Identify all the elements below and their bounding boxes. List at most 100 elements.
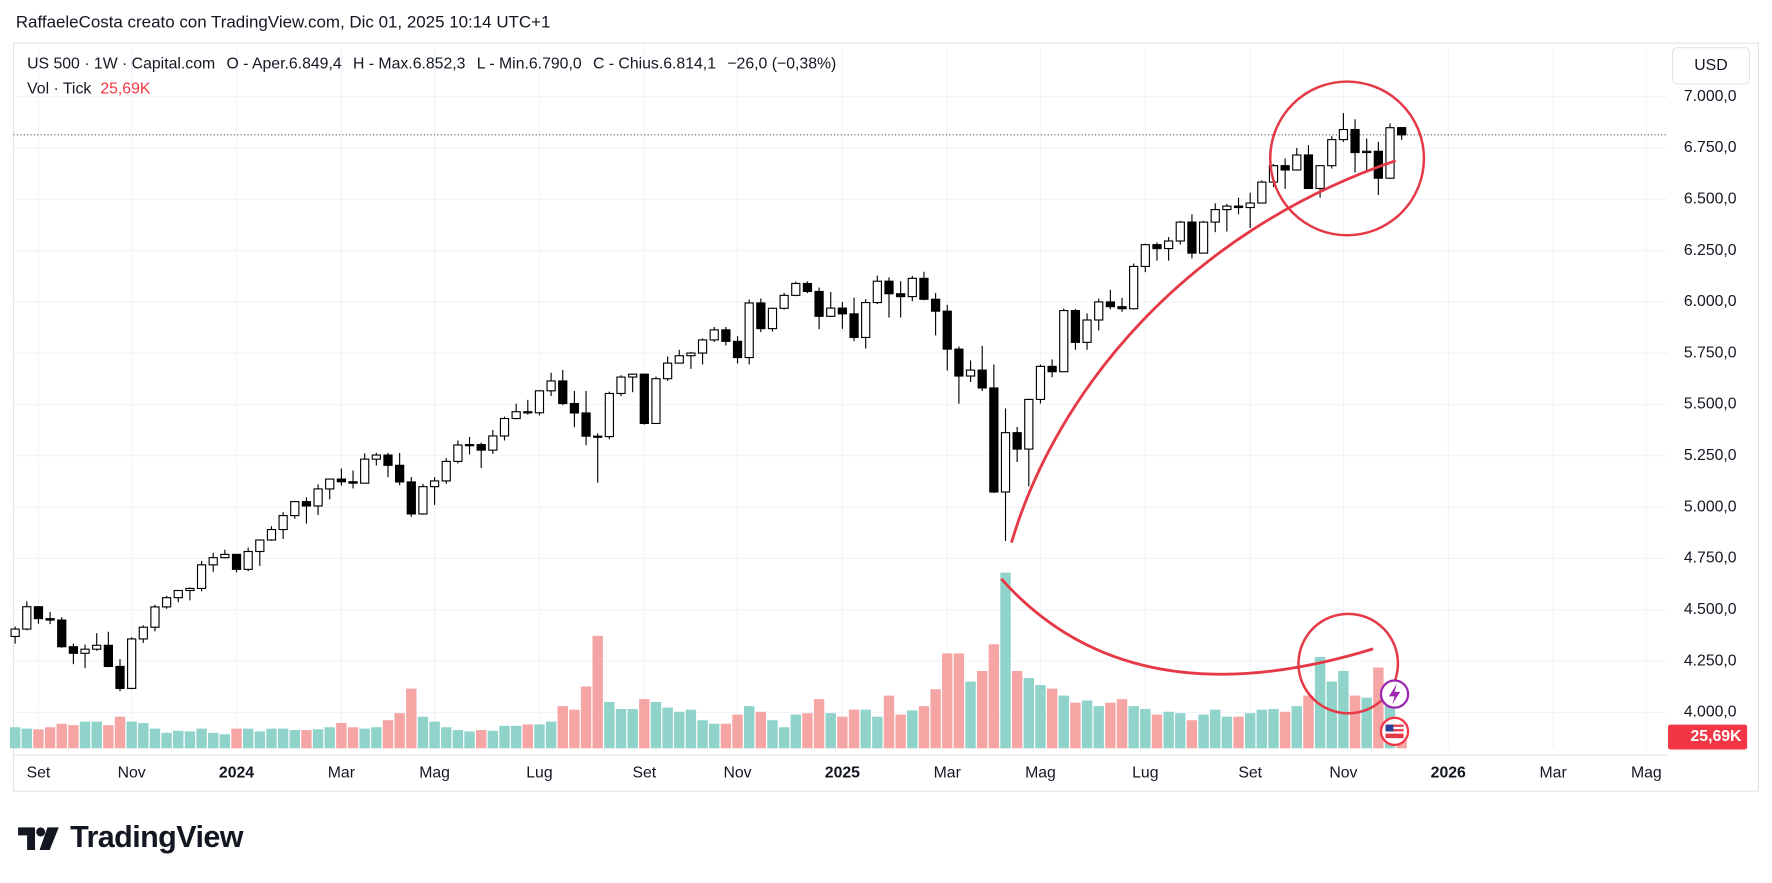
candle-body [826, 307, 836, 317]
chart-frame [12, 42, 1760, 792]
candle-body [756, 302, 766, 330]
volume-bar [114, 716, 126, 749]
flag-stripe [1385, 726, 1404, 730]
legend-open: O - Aper.6.849,4 [226, 56, 341, 73]
volume-bar [266, 728, 277, 749]
candle-body [1000, 432, 1011, 493]
candle-body [1059, 309, 1069, 373]
candle-body [546, 380, 556, 392]
candle-body [604, 392, 614, 438]
volume-bar [627, 708, 638, 749]
x-tick-label: Nov [1329, 764, 1357, 781]
candle-body [849, 313, 859, 339]
candle-body [476, 444, 486, 451]
volume-bar [930, 689, 941, 749]
candle-body [837, 307, 848, 315]
candle-body [208, 557, 218, 566]
candle-body [616, 376, 626, 395]
volume-bar [149, 728, 161, 749]
candle-body [593, 435, 603, 438]
volume-bar [382, 720, 394, 749]
volume-bar [394, 713, 405, 749]
candle-body [1303, 154, 1314, 190]
candle-body [1117, 306, 1127, 310]
y-tick-label: 5.750,0 [1684, 344, 1737, 361]
volume-bar [1291, 706, 1302, 749]
legend-low: L - Min.6.790,0 [477, 56, 582, 73]
volume-bar [126, 721, 137, 749]
candle-body [1105, 301, 1116, 308]
volume-bar [1314, 656, 1326, 749]
candle-body [919, 277, 929, 300]
volume-bar [184, 731, 196, 749]
candle-body [1257, 181, 1267, 204]
annotation-curve [1000, 577, 1374, 676]
volume-bar [1186, 720, 1198, 749]
y-tick-label: 5.000,0 [1684, 498, 1737, 515]
volume-bar [732, 714, 743, 749]
volume-bar [674, 711, 685, 749]
volume-bar [312, 729, 324, 749]
candle-body [662, 362, 673, 380]
candle-body [954, 348, 964, 377]
candle-body [884, 280, 894, 295]
candle-body [360, 458, 370, 484]
volume-bar [510, 725, 522, 749]
candle-body [744, 302, 754, 359]
volume-bar [44, 727, 56, 749]
candle-body [10, 628, 20, 638]
y-tick-label: 4.250,0 [1684, 652, 1737, 669]
volume-bar [1256, 709, 1268, 749]
volume-bar [872, 716, 883, 749]
candle-body [1140, 244, 1150, 268]
volume-bar [1035, 685, 1046, 749]
volume-bar [1244, 713, 1256, 749]
candle-body [185, 587, 195, 592]
volume-legend: Vol · Tick 25,69K [27, 81, 151, 98]
candle-body [441, 460, 451, 482]
x-tick-label: Mar [328, 764, 355, 781]
annotation-curve [1010, 159, 1397, 544]
volume-bar [301, 730, 312, 749]
volume-bar [219, 734, 231, 749]
currency-box[interactable] [1671, 47, 1750, 85]
volume-bar [1140, 708, 1151, 749]
volume-bar [1163, 711, 1174, 749]
x-tick-label: Mag [1025, 764, 1056, 781]
candle-body [1233, 205, 1244, 209]
volume-bar [406, 688, 417, 749]
candle-body [861, 301, 871, 339]
candle-body [1152, 244, 1162, 250]
candle-body [989, 387, 999, 493]
flag-stripe [1385, 731, 1404, 734]
x-tick-label: Set [632, 764, 656, 781]
footer-brand: TradingView [70, 820, 244, 854]
candle-body [907, 277, 917, 298]
volume-bar [1000, 572, 1011, 749]
volume-bar [662, 707, 673, 749]
candle-body [802, 282, 813, 293]
candle-body [1327, 139, 1337, 167]
volume-bar [615, 708, 627, 749]
candle-body [150, 606, 160, 628]
volume-bar [371, 727, 382, 749]
volume-bar [196, 728, 207, 749]
candle-body [1024, 398, 1034, 450]
volume-bar [522, 724, 534, 749]
volume-bar [1058, 695, 1069, 749]
volume-bar [1268, 708, 1279, 749]
x-tick-label: Mar [1540, 764, 1567, 781]
candle-body [1198, 221, 1209, 254]
logo-icon [18, 827, 59, 851]
volume-bar [1198, 714, 1209, 749]
volume-bar [21, 728, 32, 749]
volume-bar [1233, 716, 1244, 749]
candle-body [196, 564, 207, 590]
candle-body [628, 373, 638, 378]
candle-body [558, 380, 568, 405]
volume-bar [9, 727, 21, 749]
volume-bar [103, 725, 114, 749]
candle-body [523, 411, 533, 414]
volume-bar [347, 727, 359, 749]
candle-body [1338, 128, 1349, 141]
